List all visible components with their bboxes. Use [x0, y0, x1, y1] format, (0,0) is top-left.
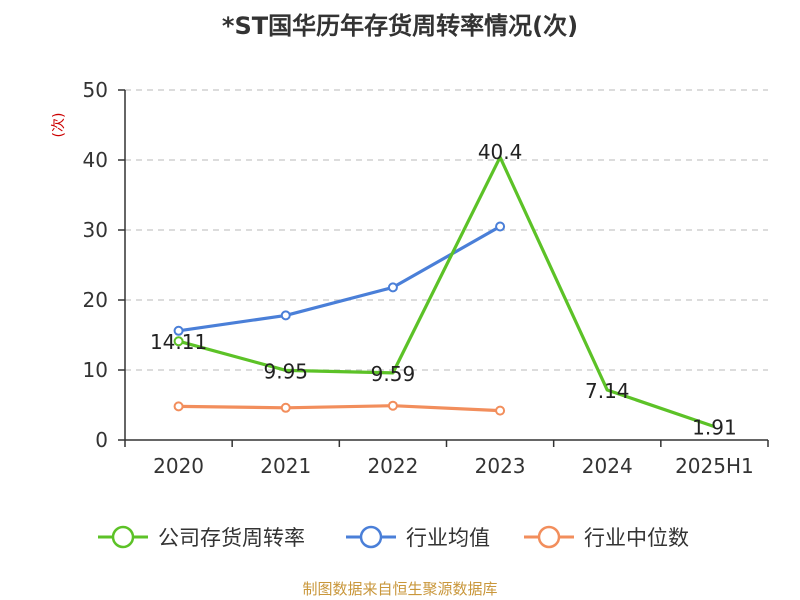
y-tick-label: 0: [95, 428, 108, 452]
series-layer: [173, 155, 715, 429]
labels-layer: 14.11 9.95 9.59 40.4 7.14 1.91: [150, 140, 737, 439]
data-point: [387, 400, 398, 411]
data-label: 9.95: [263, 359, 308, 383]
data-point: [495, 405, 506, 416]
legend-marker: [111, 525, 135, 549]
x-tick-label: 2022: [367, 454, 418, 478]
y-tick-label: 50: [83, 78, 108, 102]
data-label: 14.11: [150, 330, 207, 354]
y-tick-label: 20: [83, 288, 108, 312]
legend-label: 行业中位数: [584, 526, 689, 550]
x-tick-label: 2024: [582, 454, 633, 478]
data-label: 7.14: [585, 379, 630, 403]
legend-marker: [537, 525, 561, 549]
x-tick-label: 2023: [475, 454, 526, 478]
source-note: 制图数据来自恒生聚源数据库: [302, 580, 498, 598]
legend-label: 行业均值: [406, 526, 490, 550]
x-tick-label: 2021: [260, 454, 311, 478]
y-tick-label: 30: [83, 218, 108, 242]
axes: 0 10 20 30 40 50 2020 2021 2022 2023 2024 2025H1: [83, 78, 769, 478]
grid: [125, 89, 768, 371]
chart-title: *ST国华历年存货周转率情况(次): [221, 12, 579, 40]
y-axis-label: (次): [51, 113, 67, 138]
y-tick-label: 10: [83, 358, 108, 382]
legend-marker: [359, 525, 383, 549]
series-line: [178, 155, 715, 429]
x-tick-label: 2025H1: [675, 454, 754, 478]
data-point: [280, 310, 291, 321]
data-label: 9.59: [371, 362, 416, 386]
data-point: [387, 282, 398, 293]
data-label: 40.4: [478, 140, 523, 164]
data-point: [495, 221, 506, 232]
y-tick-label: 40: [83, 148, 108, 172]
data-label: 1.91: [692, 416, 737, 440]
series-line: [178, 404, 501, 413]
data-point: [173, 325, 184, 336]
x-tick-label: 2020: [153, 454, 204, 478]
data-point: [280, 402, 291, 413]
data-point: [173, 401, 184, 412]
series-line: [178, 225, 501, 333]
legend: 公司存货周转率 行业均值 行业中位数: [98, 525, 689, 550]
legend-label: 公司存货周转率: [158, 526, 305, 550]
data-point: [173, 336, 184, 347]
